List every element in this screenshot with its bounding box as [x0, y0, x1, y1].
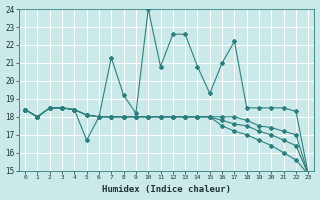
- X-axis label: Humidex (Indice chaleur): Humidex (Indice chaleur): [102, 185, 231, 194]
